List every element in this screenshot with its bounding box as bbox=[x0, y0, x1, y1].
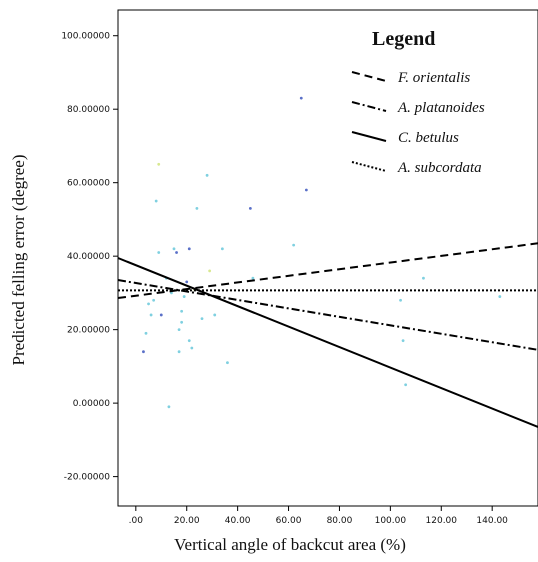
scatter-point bbox=[187, 247, 191, 251]
scatter-point bbox=[157, 251, 161, 254]
scatter-point bbox=[154, 199, 158, 203]
legend-swatch bbox=[351, 101, 387, 112]
scatter-point bbox=[195, 207, 199, 210]
scatter-point bbox=[170, 291, 173, 295]
scatter-point bbox=[187, 339, 191, 343]
scatter-point bbox=[226, 361, 229, 365]
x-tick-label: .00 bbox=[129, 516, 144, 526]
scatter-point bbox=[185, 280, 189, 284]
x-tick-label: 40.00 bbox=[225, 516, 251, 526]
legend-label: F. orientalis bbox=[397, 70, 470, 86]
scatter-point bbox=[292, 243, 296, 247]
legend-label: C. betulus bbox=[398, 130, 459, 146]
legend-swatch bbox=[351, 161, 387, 172]
scatter-points bbox=[142, 96, 502, 409]
x-tick-label: 80.00 bbox=[327, 516, 353, 526]
x-tick-label: 100.00 bbox=[375, 516, 407, 526]
legend-title: Legend bbox=[372, 28, 435, 50]
legend-label: A. subcordata bbox=[397, 160, 482, 176]
x-tick-label: 140.00 bbox=[476, 516, 508, 526]
y-tick-label: 40.00000 bbox=[67, 252, 110, 262]
scatter-point bbox=[167, 405, 171, 409]
legend: Legend F. orientalis A. platanoides C. bet… bbox=[351, 28, 485, 176]
fit-line bbox=[117, 257, 538, 428]
scatter-point bbox=[157, 162, 161, 166]
scatter-point bbox=[401, 339, 405, 343]
y-axis: -20.00000 0.00000 20.00000 40.00000 60.00000… bbox=[61, 32, 118, 483]
y-tick-label: 80.00000 bbox=[67, 105, 110, 115]
fit-line bbox=[117, 242, 538, 300]
scatter-point bbox=[180, 309, 184, 313]
scatter-point bbox=[180, 320, 184, 324]
scatter-point bbox=[304, 188, 308, 192]
scatter-point bbox=[251, 276, 255, 280]
scatter-point bbox=[142, 350, 145, 354]
y-tick-label: 20.00000 bbox=[67, 326, 110, 336]
scatter-point bbox=[404, 383, 408, 387]
scatter-point bbox=[498, 295, 502, 298]
scatter-point bbox=[190, 346, 194, 350]
scatter-point bbox=[220, 247, 224, 251]
scatter-point bbox=[175, 251, 178, 254]
scatter-point bbox=[399, 298, 402, 302]
scatter-point bbox=[177, 328, 181, 332]
legend-swatch bbox=[351, 131, 387, 142]
scatter-point bbox=[182, 295, 186, 298]
x-tick-label: 20.00 bbox=[174, 516, 200, 526]
scatter-point bbox=[144, 331, 148, 335]
scatter-point bbox=[200, 317, 204, 321]
scatter-point bbox=[177, 350, 181, 354]
fit-lines bbox=[117, 242, 538, 428]
legend-label: A. platanoides bbox=[397, 100, 485, 116]
scatter-point bbox=[422, 276, 425, 280]
y-tick-label: 60.00000 bbox=[67, 179, 110, 189]
legend-swatch bbox=[351, 71, 387, 82]
scatter-point bbox=[213, 313, 217, 317]
x-tick-label: 120.00 bbox=[426, 516, 458, 526]
y-tick-label: 0.00000 bbox=[73, 399, 110, 409]
x-axis: .00 20.00 40.00 60.00 80.00 100.00 120.00 140.0… bbox=[129, 506, 508, 526]
scatter-point bbox=[172, 247, 176, 251]
scatter-point bbox=[205, 173, 209, 177]
fit-line bbox=[117, 279, 538, 351]
scatter-point bbox=[147, 302, 150, 306]
x-axis-title: Vertical angle of backcut area (%) bbox=[174, 535, 406, 554]
y-tick-label: -20.00000 bbox=[64, 473, 110, 483]
scatter-point bbox=[248, 207, 252, 210]
scatter-point bbox=[159, 313, 163, 317]
scatter-point bbox=[208, 269, 212, 273]
y-axis-title: Predicted felling error (degree) bbox=[9, 155, 28, 366]
x-tick-label: 60.00 bbox=[276, 516, 302, 526]
scatter-point bbox=[152, 298, 156, 302]
scatter-point bbox=[149, 313, 153, 317]
y-tick-label: 100.00000 bbox=[61, 32, 110, 42]
scatter-point bbox=[299, 96, 303, 100]
plot-frame bbox=[117, 9, 538, 507]
